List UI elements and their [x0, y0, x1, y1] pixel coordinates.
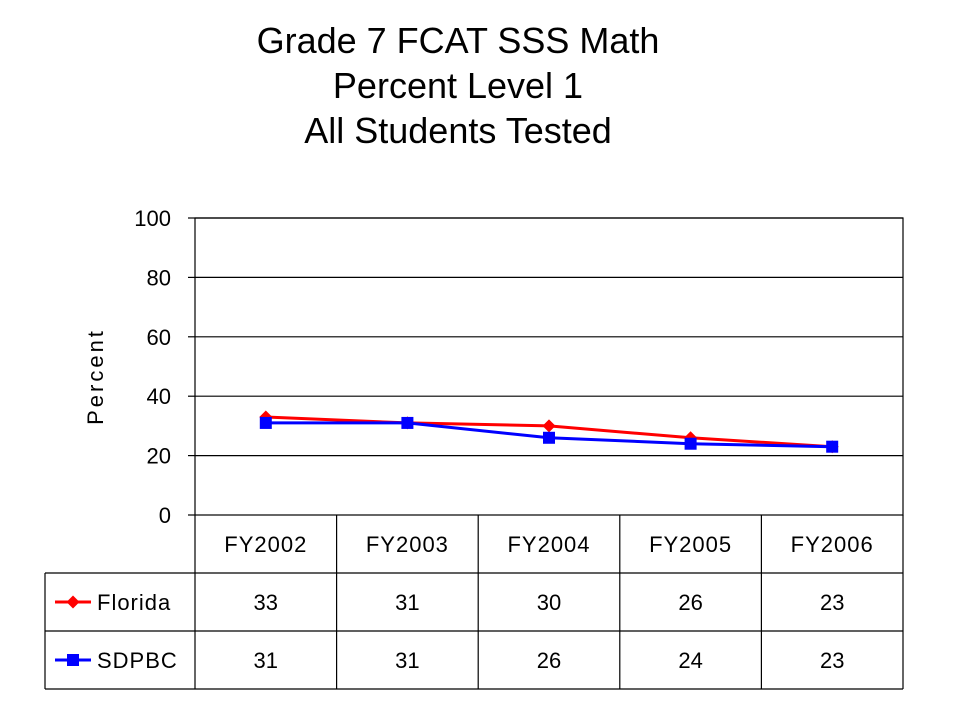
x-tick-label: FY2003	[366, 532, 449, 557]
table-cell: 23	[820, 590, 844, 615]
legend-label: SDPBC	[97, 648, 178, 673]
x-tick-label: FY2002	[224, 532, 307, 557]
table-cell: 30	[537, 590, 561, 615]
y-tick-label: 40	[147, 384, 171, 409]
table-cell: 31	[254, 648, 278, 673]
table-cell: 31	[395, 648, 419, 673]
data-point-sdpbc	[826, 440, 839, 453]
y-tick-label: 60	[147, 325, 171, 350]
data-point-sdpbc	[684, 437, 697, 450]
y-tick-label: 0	[159, 503, 171, 528]
chart-title: Grade 7 FCAT SSS Math Percent Level 1 Al…	[0, 18, 916, 153]
table-cell: 31	[395, 590, 419, 615]
data-point-sdpbc	[401, 416, 414, 429]
x-tick-label: FY2005	[649, 532, 732, 557]
y-axis-title: Percent	[83, 328, 108, 425]
table-cell: 23	[820, 648, 844, 673]
chart-title-line-1: Grade 7 FCAT SSS Math	[256, 20, 660, 61]
legend-marker	[67, 654, 79, 666]
data-point-florida	[542, 419, 556, 433]
data-point-sdpbc	[543, 431, 555, 444]
table-cell: 24	[678, 648, 702, 673]
table-cell: 33	[254, 590, 278, 615]
plot-area	[194, 217, 904, 516]
chart-title-line-2: Percent Level 1	[332, 65, 584, 106]
data-table: FY2002 FY2003 FY2004 FY2005 FY2006 Florida 33 3…	[44, 515, 904, 690]
series-lines	[259, 410, 839, 454]
x-tick-label: FY2004	[507, 532, 590, 557]
y-tick-label: 80	[147, 265, 171, 290]
table-cell: 26	[537, 648, 561, 673]
legend-label: Florida	[97, 590, 171, 615]
chart-title-line-3: All Students Tested	[304, 110, 612, 151]
y-axis: 0 20 40 60 80 100	[134, 206, 195, 528]
x-tick-label: FY2006	[791, 532, 874, 557]
y-tick-label: 20	[147, 444, 171, 469]
data-point-sdpbc	[259, 416, 272, 429]
legend-marker	[66, 595, 80, 609]
y-tick-label: 100	[134, 206, 171, 231]
table-cell: 26	[678, 590, 702, 615]
